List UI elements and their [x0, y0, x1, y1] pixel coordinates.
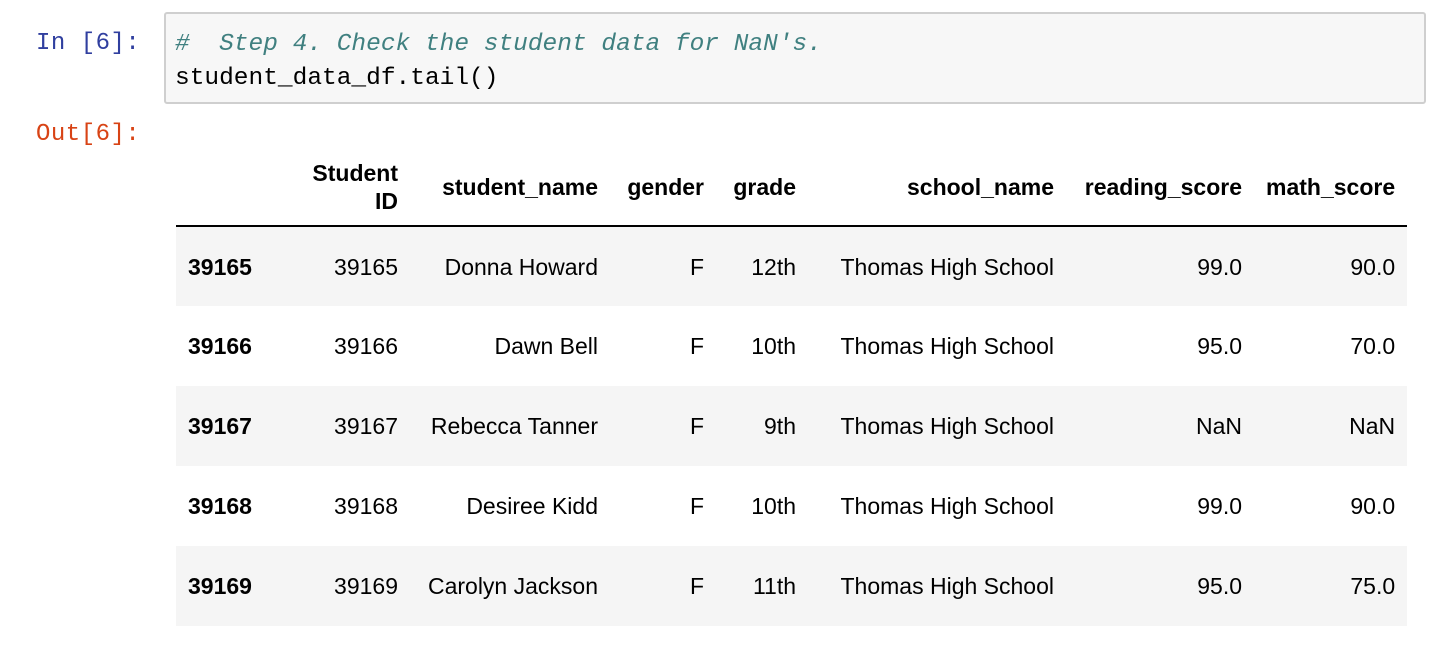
cell-math-score: 90.0: [1350, 493, 1396, 519]
column-header-reading-score: reading_score: [1066, 148, 1254, 227]
cell-gender: F: [689, 333, 704, 359]
cell-grade: 10th: [751, 333, 796, 359]
cell-math-score: 70.0: [1350, 333, 1396, 359]
cell-gender: F: [689, 413, 704, 439]
header-student-id-line1: Student: [312, 159, 398, 186]
column-header-student-id: Student ID: [268, 148, 410, 227]
cell-grade: 10th: [751, 493, 796, 519]
cell-student-id: 39168: [334, 493, 398, 519]
cell-gender: F: [689, 493, 704, 519]
cell-gender: F: [689, 253, 704, 280]
row-index: 39165: [188, 253, 252, 280]
column-header-school-name: school_name: [808, 148, 1066, 227]
cell-student-id: 39167: [334, 413, 398, 439]
cell-reading-score: 95.0: [1197, 333, 1242, 359]
cell-student-id: 39169: [334, 573, 398, 599]
cell-school-name: Thomas High School: [840, 413, 1055, 439]
cell-school-name: Thomas High School: [840, 493, 1055, 519]
cell-school-name: Thomas High School: [840, 573, 1055, 599]
table-row: 39168 39168 Desiree Kidd F 10th Thomas H…: [176, 466, 1407, 546]
table-row: 39169 39169 Carolyn Jackson F 11th Thoma…: [176, 546, 1408, 626]
cell-student-id: 39166: [334, 333, 398, 359]
cell-gender: F: [689, 573, 704, 599]
cell-student-name: Rebecca Tanner: [430, 413, 598, 439]
index-header: [176, 148, 268, 227]
code-comment: # Step 4. Check the student data for NaN…: [175, 31, 822, 58]
column-header-gender: gender: [610, 148, 716, 227]
cell-grade: 9th: [764, 413, 796, 439]
output-prompt: Out[6]:: [36, 121, 141, 148]
row-index: 39169: [188, 573, 252, 599]
table-row: 39167 39167 Rebecca Tanner F 9th Thomas …: [176, 386, 1408, 466]
cell-reading-score: NaN: [1195, 413, 1242, 439]
cell-school-name: Thomas High School: [840, 253, 1055, 280]
cell-student-name: Desiree Kidd: [466, 493, 598, 519]
table-row: 39165 39165 Donna Howard F 12th Thomas H…: [176, 226, 1408, 306]
input-prompt: In [6]:: [36, 30, 141, 57]
row-index: 39167: [188, 413, 252, 439]
cell-reading-score: 99.0: [1197, 253, 1242, 280]
code-input-area[interactable]: # Step 4. Check the student data for NaN…: [164, 12, 1426, 104]
cell-math-score: 90.0: [1350, 253, 1396, 280]
table-row: 39166 39166 Dawn Bell F 10th Thomas High…: [176, 306, 1407, 386]
row-index: 39168: [188, 493, 252, 519]
cell-student-name: Carolyn Jackson: [427, 573, 598, 599]
cell-grade: 11th: [752, 573, 796, 599]
column-header-student-name: student_name: [410, 148, 610, 227]
cell-reading-score: 95.0: [1197, 573, 1242, 599]
cell-student-name: Donna Howard: [444, 253, 598, 280]
row-index: 39166: [188, 333, 252, 359]
cell-school-name: Thomas High School: [840, 333, 1055, 359]
header-row: Student ID student_name gender grade scho…: [176, 148, 1408, 227]
cell-reading-score: 99.0: [1197, 493, 1242, 519]
dataframe-table: Student ID student_name gender grade scho…: [176, 148, 1408, 626]
cell-student-id: 39165: [334, 253, 398, 280]
cell-math-score: 75.0: [1350, 573, 1396, 599]
cell-math-score: NaN: [1349, 413, 1396, 439]
column-header-math-score: math_score: [1254, 148, 1408, 227]
cell-grade: 12th: [751, 253, 796, 280]
column-header-grade: grade: [716, 148, 808, 227]
header-student-id-line2: ID: [375, 187, 398, 214]
code-line: student_data_df.tail(): [175, 65, 499, 92]
cell-student-name: Dawn Bell: [494, 333, 598, 359]
